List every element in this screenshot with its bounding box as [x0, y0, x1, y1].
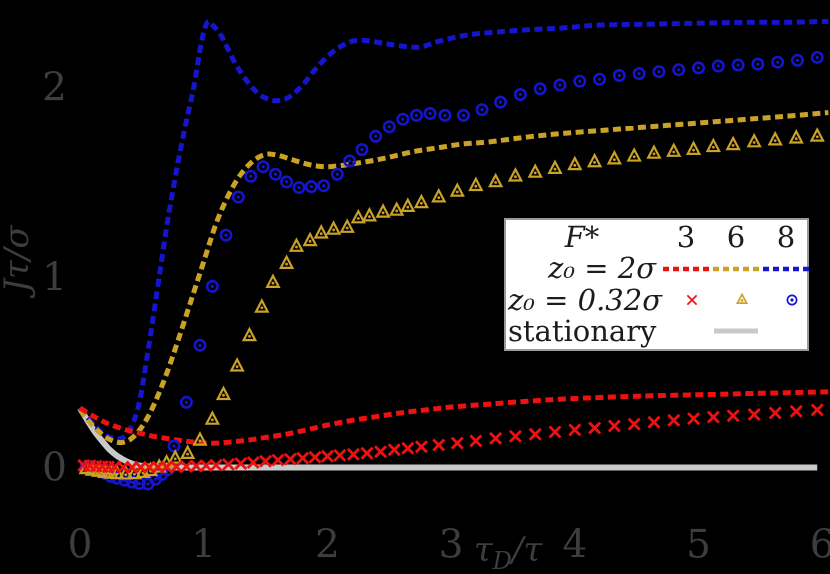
legend-header-row: F* 3 6 8 — [508, 223, 805, 253]
legend-sample-triangle-marker — [717, 292, 767, 308]
legend-sample-red-dashed — [661, 261, 711, 277]
legend-header-symbol: F* — [564, 220, 600, 255]
y-tick-label-0: 0 — [42, 445, 67, 491]
legend-column-f3: 3 — [676, 220, 696, 255]
legend-column-f6: 6 — [726, 220, 746, 255]
x-tick-label-1: 1 — [191, 522, 217, 568]
legend-sample-blue-dashed — [761, 261, 811, 277]
y-tick-label-2: 2 — [42, 65, 67, 111]
x-axis-label-tau: τ — [473, 530, 493, 571]
y-axis-label: Jτ/σ — [0, 225, 37, 293]
x-axis-label: τD/τ — [474, 533, 542, 573]
x-tick-label-5: 5 — [686, 522, 711, 568]
series-f8_z2 — [78, 18, 829, 442]
legend-sample-stationary — [711, 323, 761, 339]
series-f3_z2 — [78, 389, 829, 446]
series-f6_z2 — [78, 110, 829, 446]
legend-row-z032: z₀ = 0.32σ — [508, 285, 805, 315]
x-tick-label-6: 6 — [809, 522, 830, 568]
legend-label-z2: z₀ = 2σ — [548, 251, 656, 286]
series-f3_z032 — [77, 403, 824, 474]
x-tick-label-4: 4 — [562, 522, 588, 568]
legend-sample-yellow-dashed — [711, 261, 761, 277]
legend-label-z032: z₀ = 0.32σ — [508, 282, 663, 317]
legend: F* 3 6 8 z₀ = 2σ z₀ = 0.32σ stationary — [504, 218, 809, 351]
x-tick-label-0: 0 — [67, 522, 93, 568]
x-axis-label-rest: /τ — [511, 530, 543, 571]
x-tick-label-3: 3 — [438, 522, 464, 568]
legend-sample-x-marker — [667, 292, 717, 308]
legend-row-z2: z₀ = 2σ — [508, 251, 809, 286]
y-tick-label-1: 1 — [42, 255, 67, 301]
legend-row-stationary: stationary — [508, 316, 805, 346]
legend-label-stationary: stationary — [508, 313, 657, 348]
legend-column-f8: 8 — [776, 220, 796, 255]
x-tick-label-2: 2 — [314, 522, 340, 568]
x-axis-label-sub: D — [492, 546, 512, 574]
legend-sample-circle-marker — [767, 292, 817, 308]
